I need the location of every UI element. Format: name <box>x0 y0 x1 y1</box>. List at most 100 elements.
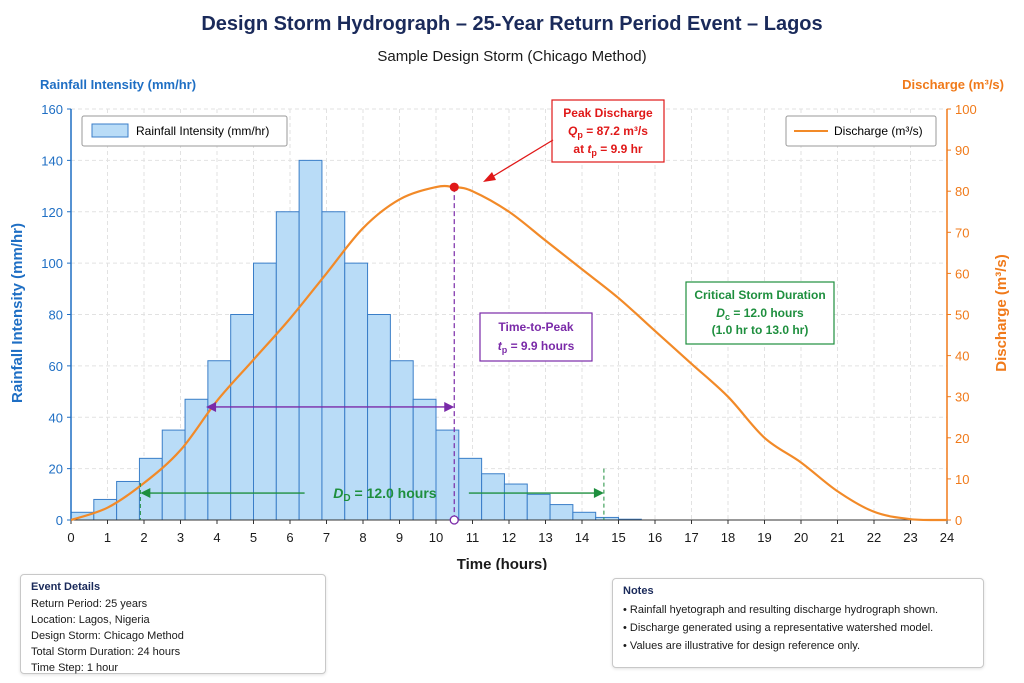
event-detail-row: Total Storm Duration: 24 hours <box>31 646 181 658</box>
x-tick-label: 8 <box>359 530 366 545</box>
rainfall-bar <box>458 457 483 521</box>
right-tick-label: 60 <box>955 266 969 281</box>
note-item: • Discharge generated using a representa… <box>623 622 934 634</box>
critical-annotation-line1: Critical Storm Duration <box>694 288 825 302</box>
rainfall-legend-swatch <box>91 123 129 138</box>
left-axis-label: Rainfall Intensity (mm/hr) <box>9 223 26 403</box>
chart-title: Design Storm Hydrograph – 25-Year Return… <box>201 13 822 35</box>
x-tick-label: 13 <box>538 530 552 545</box>
tp-annotation-line2: tp = 9.9 hours <box>498 339 575 355</box>
left-tick-label: 0 <box>56 513 63 528</box>
left-tick-label: 20 <box>49 462 63 477</box>
critical-annotation-line3: (1.0 hr to 13.0 hr) <box>712 323 809 337</box>
discharge-legend: Discharge (m³/s) <box>785 115 937 147</box>
right-tick-label: 80 <box>955 184 969 199</box>
rainfall-bar <box>572 511 597 521</box>
left-tick-label: 140 <box>41 153 63 168</box>
x-tick-label: 0 <box>67 530 74 545</box>
tp-annotation: Time-to-Peak tp = 9.9 hours <box>479 312 593 362</box>
left-tick-label: 100 <box>41 256 63 271</box>
note-item: • Values are illustrative for design ref… <box>623 640 861 652</box>
right-tick-label: 90 <box>955 143 969 158</box>
rainfall-legend-label: Rainfall Intensity (mm/hr) <box>136 124 269 138</box>
event-details-heading: Event Details <box>31 581 101 593</box>
right-tick-label: 100 <box>955 102 977 117</box>
right-tick-label: 30 <box>955 390 969 405</box>
rainfall-bar <box>526 493 551 521</box>
peak-arrow <box>486 139 554 181</box>
rainfall-bar <box>253 262 277 521</box>
rainfall-bar <box>344 262 369 521</box>
critical-annotation: Critical Storm Duration Dc = 12.0 hours … <box>685 281 835 345</box>
x-tick-label: 14 <box>575 530 589 545</box>
x-tick-label: 12 <box>502 530 516 545</box>
x-tick-label: 19 <box>757 530 771 545</box>
right-tick-label: 40 <box>955 349 969 364</box>
discharge-line <box>70 184 948 522</box>
x-tick-label: 21 <box>830 530 844 545</box>
x-axis-label: Time (hours) <box>457 556 548 570</box>
x-tick-label: 18 <box>721 530 735 545</box>
dd-arrowhead-left <box>140 488 151 499</box>
x-tick-label: 15 <box>611 530 625 545</box>
notes-panel: Notes • Rainfall hyetograph and resultin… <box>612 578 984 668</box>
peak-annotation-line1: Peak Discharge <box>563 106 653 120</box>
tp-arrowhead-left <box>206 401 217 412</box>
notes-heading: Notes <box>623 585 654 597</box>
x-tick-label: 7 <box>323 530 330 545</box>
x-tick-label: 9 <box>396 530 403 545</box>
peak-point <box>449 182 459 192</box>
x-tick-label: 3 <box>177 530 184 545</box>
left-axis-top-label: Rainfall Intensity (mm/hr) <box>40 77 196 92</box>
rainfall-bar <box>435 429 460 521</box>
x-tick-label: 22 <box>867 530 881 545</box>
discharge-legend-label: Discharge (m³/s) <box>834 124 923 138</box>
rainfall-bar <box>275 211 300 521</box>
critical-annotation-line2: Dc = 12.0 hours <box>716 306 804 322</box>
x-tick-label: 2 <box>140 530 147 545</box>
left-tick-label: 80 <box>49 308 63 323</box>
rainfall-bar <box>481 473 505 521</box>
peak-annotation-line3: at tp = 9.9 hr <box>573 142 643 158</box>
peak-time-marker <box>449 515 459 525</box>
left-tick-label: 120 <box>41 205 63 220</box>
event-detail-row: Time Step: 1 hour <box>31 662 119 674</box>
event-detail-row: Design Storm: Chicago Method <box>31 630 184 642</box>
left-tick-label: 160 <box>41 102 63 117</box>
x-tick-label: 20 <box>794 530 808 545</box>
x-tick-label: 23 <box>903 530 917 545</box>
x-tick-label: 5 <box>250 530 257 545</box>
right-tick-label: 10 <box>955 472 969 487</box>
x-tick-label: 6 <box>286 530 293 545</box>
event-details-panel: Event Details Return Period: 25 years Lo… <box>20 574 326 674</box>
rainfall-bar <box>138 457 163 521</box>
left-tick-label: 60 <box>49 359 63 374</box>
x-tick-label: 11 <box>466 530 480 545</box>
rainfall-bar <box>503 483 528 521</box>
x-tick-label: 16 <box>648 530 662 545</box>
right-tick-label: 20 <box>955 431 969 446</box>
x-tick-label: 4 <box>213 530 220 545</box>
tp-annotation-line1: Time-to-Peak <box>498 320 573 334</box>
rainfall-bar <box>207 360 232 521</box>
right-tick-label: 50 <box>955 308 969 323</box>
x-tick-label: 24 <box>940 530 954 545</box>
rainfall-bar <box>161 429 186 521</box>
dd-arrowhead-right <box>593 488 604 499</box>
axes: 0 1 2 3 4 5 6 7 8 9 10 11 12 13 14 15 16 17 18 19 20 21 22 23 24… <box>41 102 976 545</box>
right-axis-top-label: Discharge (m³/s) <box>902 77 1004 92</box>
right-tick-label: 0 <box>955 513 962 528</box>
note-item: • Rainfall hyetograph and resulting disc… <box>623 604 939 616</box>
rainfall-bar <box>412 398 437 521</box>
peak-annotation: Peak Discharge Qp = 87.2 m³/s at tp = 9.… <box>551 99 665 163</box>
tp-arrowhead-right <box>444 401 455 412</box>
right-axis-label: Discharge (m³/s) <box>993 254 1010 372</box>
dd-label: DD = 12.0 hours <box>333 485 437 504</box>
chart-subtitle: Sample Design Storm (Chicago Method) <box>377 48 646 65</box>
right-tick-label: 70 <box>955 225 969 240</box>
peak-arrowhead <box>483 172 496 182</box>
x-tick-label: 10 <box>429 530 443 545</box>
annotation-overlays: DD = 12.0 hours <box>139 182 605 525</box>
rainfall-bar <box>321 211 346 521</box>
rainfall-bar <box>230 314 254 521</box>
